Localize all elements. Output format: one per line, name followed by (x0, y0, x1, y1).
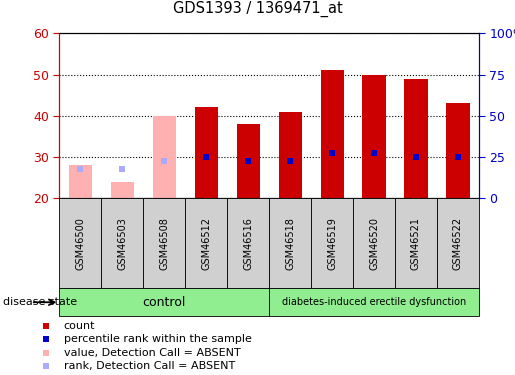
Text: GSM46518: GSM46518 (285, 217, 295, 270)
Bar (269, 288, 479, 316)
Bar (236, 124, 260, 198)
Bar (320, 70, 344, 198)
Bar (404, 79, 427, 198)
Text: disease state: disease state (3, 297, 77, 307)
Text: value, Detection Call = ABSENT: value, Detection Call = ABSENT (64, 348, 241, 357)
Text: GSM46508: GSM46508 (159, 217, 169, 270)
Text: control: control (143, 296, 186, 309)
Text: GSM46500: GSM46500 (75, 217, 85, 270)
Text: count: count (64, 321, 95, 331)
Bar (227, 198, 269, 288)
Bar (447, 104, 470, 198)
Bar (143, 198, 185, 288)
Bar (195, 108, 218, 198)
Text: GSM46521: GSM46521 (411, 217, 421, 270)
Text: percentile rank within the sample: percentile rank within the sample (64, 334, 252, 344)
Bar (269, 198, 311, 288)
Bar (185, 198, 227, 288)
Text: GSM46512: GSM46512 (201, 217, 211, 270)
Bar (68, 165, 92, 198)
Bar (59, 288, 269, 316)
Text: GSM46519: GSM46519 (327, 217, 337, 270)
Text: GSM46522: GSM46522 (453, 217, 463, 270)
Bar (363, 75, 386, 198)
Text: GSM46520: GSM46520 (369, 217, 379, 270)
Bar (395, 198, 437, 288)
Text: GDS1393 / 1369471_at: GDS1393 / 1369471_at (173, 1, 342, 18)
Text: diabetes-induced erectile dysfunction: diabetes-induced erectile dysfunction (282, 297, 466, 307)
Bar (353, 198, 395, 288)
Bar (279, 112, 302, 198)
Text: GSM46503: GSM46503 (117, 217, 127, 270)
Bar (59, 198, 101, 288)
Bar (152, 116, 176, 198)
Bar (311, 198, 353, 288)
Bar (101, 198, 143, 288)
Bar (111, 182, 134, 198)
Text: rank, Detection Call = ABSENT: rank, Detection Call = ABSENT (64, 361, 235, 371)
Text: GSM46516: GSM46516 (243, 217, 253, 270)
Bar (437, 198, 479, 288)
